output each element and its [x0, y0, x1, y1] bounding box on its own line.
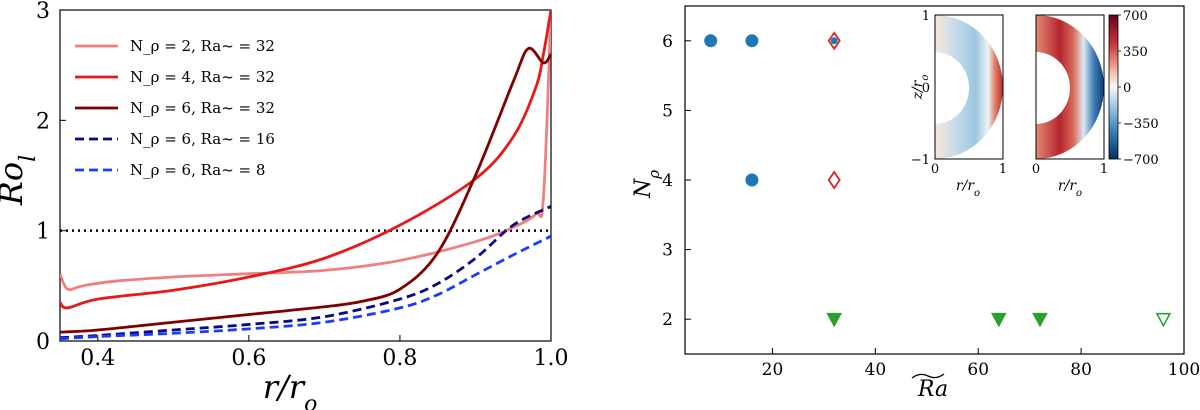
- left-y-tick-label: 1: [36, 220, 50, 245]
- left-y-tick-label: 0: [36, 330, 50, 355]
- left-legend: N_ρ = 2, Ra~ = 32 N_ρ = 4, Ra~ = 32 N_ρ = …: [75, 37, 275, 179]
- left-x-axis-title: r/ro: [263, 368, 318, 410]
- right-y-tick-label: 2: [662, 310, 673, 330]
- scatter-point-circle: [745, 34, 759, 48]
- legend-label-4: N_ρ = 6, Ra~ = 16: [130, 130, 275, 148]
- scatter-point-circle: [704, 34, 718, 48]
- inset-x-tick-label: 1: [999, 162, 1007, 177]
- scatter-point-triangle-down: [1155, 312, 1172, 328]
- right-x-tick-label: 80: [1070, 360, 1092, 380]
- inset-x-tick-label: 1: [1100, 162, 1108, 177]
- left-y-tick-label: 2: [36, 109, 50, 134]
- right-x-tick-label: 100: [1168, 360, 1200, 380]
- right-x-tick-label: 20: [762, 360, 784, 380]
- ra-tilde-mark: [911, 373, 945, 379]
- colorbar: [1108, 14, 1119, 160]
- scatter-point-diamond: [827, 170, 841, 190]
- right-y-tick-label: 5: [662, 101, 673, 121]
- right-y-tick-label: 6: [662, 32, 673, 52]
- right-y-tick-label: 3: [662, 241, 673, 261]
- colorbar-tick-label: 350: [1123, 45, 1148, 60]
- right-y-axis-title: Nρ: [631, 170, 663, 199]
- right-x-tick-label: 60: [967, 360, 989, 380]
- inset-x-axis-title-right: r/ro: [1058, 178, 1082, 199]
- left-x-tick-label: 1.0: [534, 346, 569, 371]
- right-x-tick-label: 40: [865, 360, 887, 380]
- scatter-point-triangle-down: [990, 312, 1007, 328]
- series-line-5: [60, 234, 551, 341]
- left-x-tick-label: 0.8: [382, 346, 417, 371]
- series-line-1: [60, 10, 551, 292]
- left-plot-frame: [59, 9, 552, 342]
- left-y-axis-title: Rol: [0, 155, 41, 206]
- scatter-point-triangle-down: [1032, 312, 1048, 328]
- colorbar-tick-label: −350: [1123, 117, 1159, 132]
- series-line-3: [60, 46, 551, 334]
- left-x-tick-label: 0.4: [80, 346, 115, 371]
- colorbar-tick-label: 700: [1123, 9, 1148, 24]
- inset-x-axis-title-left: r/ro: [956, 178, 980, 199]
- left-y-tick-label: 3: [36, 0, 50, 24]
- scatter-point-triangle-down: [826, 312, 843, 328]
- inset-field-right: [1035, 14, 1105, 160]
- colorbar-tick-label: 0: [1123, 81, 1131, 96]
- inset-y-tick-label: 0: [922, 81, 930, 96]
- scatter-point-circle: [745, 173, 759, 187]
- series-line-4: [60, 205, 551, 340]
- right-y-tick-label: 4: [662, 171, 673, 191]
- right-x-axis-title: Ra: [917, 377, 948, 402]
- inset-y-tick-label: −1: [911, 153, 930, 168]
- inset-y-tick-label: 1: [922, 9, 930, 24]
- inset-field-left: [934, 14, 1004, 160]
- colorbar-tick-label: −700: [1123, 153, 1159, 168]
- legend-label-2: N_ρ = 4, Ra~ = 32: [130, 68, 275, 86]
- legend-label-5: N_ρ = 6, Ra~ = 8: [130, 161, 265, 179]
- inset-y-axis-title: z/ro: [910, 75, 931, 101]
- series-line-2: [60, 10, 551, 310]
- scatter-point-circle-small: [830, 37, 838, 45]
- left-x-tick-label: 0.6: [231, 346, 266, 371]
- inset-x-tick-label: 0: [1032, 162, 1040, 177]
- legend-label-1: N_ρ = 2, Ra~ = 32: [130, 37, 275, 55]
- inset-x-tick-label: 0: [931, 162, 939, 177]
- legend-label-3: N_ρ = 6, Ra~ = 32: [130, 99, 275, 117]
